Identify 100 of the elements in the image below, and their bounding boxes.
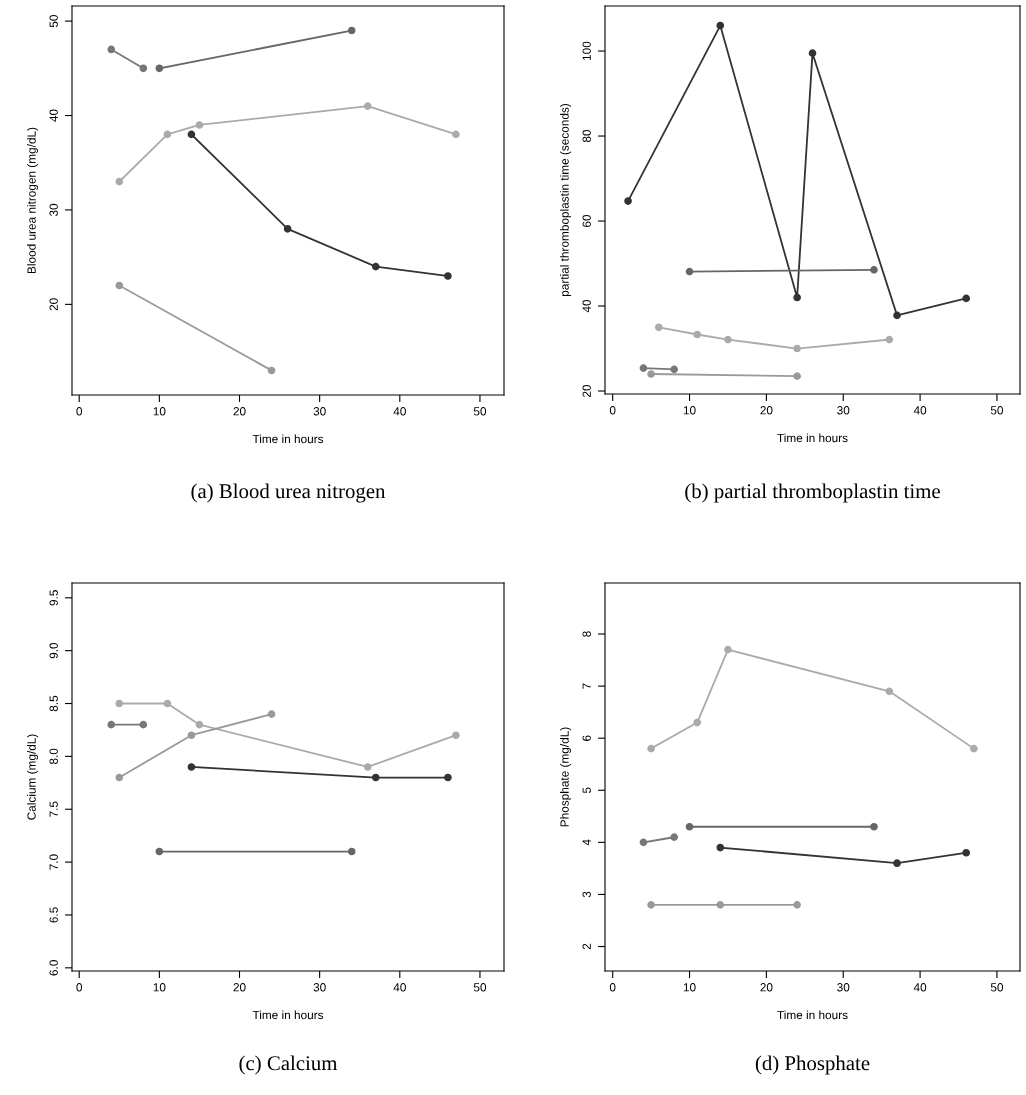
y-tick-label: 80 xyxy=(582,129,591,143)
y-axis-title: Blood urea nitrogen (mg/dL) xyxy=(27,127,39,274)
point xyxy=(347,847,356,856)
point xyxy=(115,773,124,782)
point xyxy=(808,49,817,57)
y-axis-title: partial thromboplastin time (seconds) xyxy=(560,103,572,297)
x-tick-label: 0 xyxy=(76,983,83,992)
text: (c) Calcium xyxy=(239,1055,338,1075)
y-tick-label: 40 xyxy=(49,109,58,122)
point xyxy=(283,225,292,233)
point xyxy=(371,773,380,782)
point xyxy=(452,130,460,139)
x-tick-label: 30 xyxy=(837,406,850,415)
x-tick-label: 10 xyxy=(683,983,696,992)
x-tick-label: 40 xyxy=(393,983,406,992)
point xyxy=(155,847,164,856)
point xyxy=(139,720,148,729)
x-tick-label: 10 xyxy=(153,983,166,992)
point xyxy=(639,364,648,372)
y-tick-label: 100 xyxy=(582,41,591,60)
point xyxy=(870,266,878,274)
x-tick-label: 0 xyxy=(609,406,616,415)
point xyxy=(716,21,725,30)
point xyxy=(685,267,694,276)
point xyxy=(187,130,196,139)
x-tick-label: 20 xyxy=(760,983,773,992)
point xyxy=(647,744,655,753)
point xyxy=(793,344,801,353)
point xyxy=(793,901,801,909)
y-tick-label: 20 xyxy=(49,298,58,311)
y-tick-label: 6.0 xyxy=(49,960,58,976)
point xyxy=(716,901,725,909)
x-tick-label: 10 xyxy=(153,407,166,416)
y-tick-label: 3 xyxy=(582,891,591,898)
x-tick-label: 50 xyxy=(473,983,487,992)
y-tick-label: 20 xyxy=(582,384,591,397)
point xyxy=(639,838,648,847)
point xyxy=(115,177,124,186)
point xyxy=(267,366,276,375)
point xyxy=(371,262,380,271)
point xyxy=(155,64,164,73)
point xyxy=(870,822,878,831)
point xyxy=(970,744,978,753)
x-tick-label: 30 xyxy=(313,407,326,416)
y-tick-label: 5 xyxy=(582,787,591,794)
point xyxy=(195,720,204,729)
point xyxy=(685,822,694,831)
point xyxy=(195,121,204,129)
point xyxy=(163,130,172,139)
y-tick-label: 60 xyxy=(582,214,591,227)
point xyxy=(107,720,116,729)
y-tick-label: 8 xyxy=(582,631,591,637)
point xyxy=(115,699,124,708)
point xyxy=(962,294,971,303)
point xyxy=(267,710,276,718)
y-tick-label: 40 xyxy=(582,299,591,313)
point xyxy=(452,731,460,740)
y-tick-label: 8.0 xyxy=(49,748,58,765)
point xyxy=(793,293,801,302)
y-axis-title: Calcium (mg/dL) xyxy=(27,734,39,820)
y-tick-label: 6.5 xyxy=(49,907,58,923)
y-tick-label: 9.0 xyxy=(49,642,58,659)
point xyxy=(187,731,196,740)
point xyxy=(962,848,971,857)
y-tick-label: 30 xyxy=(49,203,58,217)
x-axis-title: Time in hours xyxy=(777,433,848,443)
point xyxy=(647,901,655,909)
x-axis-title: Time in hours xyxy=(777,1010,848,1020)
point xyxy=(163,699,172,708)
x-tick-label: 40 xyxy=(913,983,927,992)
point xyxy=(624,197,632,205)
point xyxy=(187,763,196,771)
point xyxy=(885,335,894,344)
text: (d) Phosphate xyxy=(755,1055,870,1075)
text: (b) partial thromboplastin time xyxy=(685,483,940,503)
x-tick-label: 20 xyxy=(760,406,773,415)
y-tick-label: 4 xyxy=(582,839,591,846)
point xyxy=(139,64,148,73)
point xyxy=(693,718,702,727)
y-tick-label: 50 xyxy=(49,15,58,28)
point xyxy=(793,372,801,380)
y-tick-label: 2 xyxy=(582,943,591,950)
x-tick-label: 20 xyxy=(233,407,246,416)
point xyxy=(654,323,663,332)
point xyxy=(724,645,732,654)
y-tick-label: 7 xyxy=(582,683,591,689)
x-tick-label: 50 xyxy=(990,406,1004,415)
x-tick-label: 30 xyxy=(313,983,326,992)
x-tick-label: 20 xyxy=(233,983,246,992)
x-tick-label: 50 xyxy=(990,983,1004,992)
x-tick-label: 50 xyxy=(473,407,487,416)
y-tick-label: 8.5 xyxy=(49,695,58,712)
point xyxy=(363,763,372,771)
point xyxy=(444,773,452,782)
point xyxy=(363,102,372,110)
point xyxy=(115,281,124,290)
x-tick-label: 0 xyxy=(609,983,616,992)
point xyxy=(885,687,894,696)
x-tick-label: 0 xyxy=(76,407,83,416)
point xyxy=(347,26,356,35)
